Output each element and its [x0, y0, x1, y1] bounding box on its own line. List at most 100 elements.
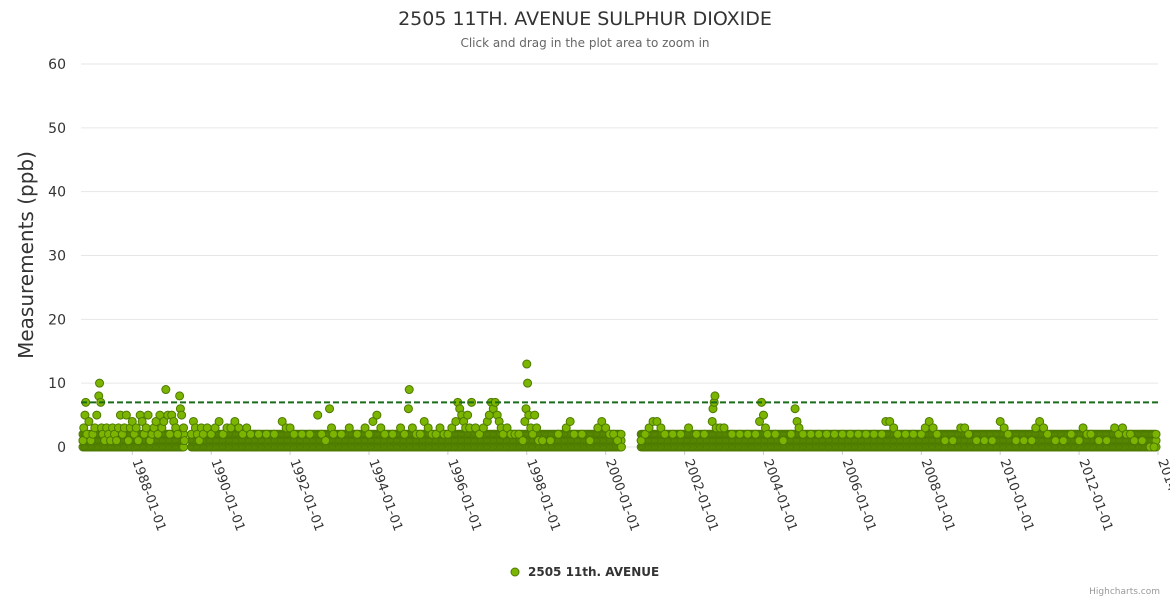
data-point[interactable] [502, 423, 512, 433]
data-point[interactable] [518, 436, 528, 446]
data-point[interactable] [173, 429, 183, 439]
data-point[interactable] [80, 410, 90, 420]
data-point[interactable] [699, 429, 709, 439]
data-point[interactable] [313, 410, 323, 420]
data-point[interactable] [853, 429, 863, 439]
data-point[interactable] [616, 442, 626, 452]
data-point[interactable] [1058, 436, 1068, 446]
data-point[interactable] [419, 416, 429, 426]
data-point[interactable] [806, 429, 816, 439]
data-point[interactable] [153, 429, 163, 439]
data-point[interactable] [1043, 429, 1053, 439]
data-point[interactable] [175, 391, 185, 401]
data-point[interactable] [404, 385, 414, 395]
data-point[interactable] [84, 416, 94, 426]
data-point[interactable] [277, 416, 287, 426]
data-point[interactable] [770, 429, 780, 439]
data-point[interactable] [565, 416, 575, 426]
data-point[interactable] [758, 410, 768, 420]
data-point[interactable] [321, 436, 331, 446]
data-point[interactable] [940, 436, 950, 446]
data-point[interactable] [656, 423, 666, 433]
data-point[interactable] [901, 429, 911, 439]
data-point[interactable] [684, 423, 694, 433]
data-point[interactable] [364, 429, 374, 439]
data-point[interactable] [869, 429, 879, 439]
legend-marker[interactable] [510, 567, 520, 577]
data-point[interactable] [360, 423, 370, 433]
data-point[interactable] [1117, 423, 1127, 433]
data-point[interactable] [177, 410, 187, 420]
data-point[interactable] [530, 410, 540, 420]
data-point[interactable] [336, 429, 346, 439]
data-point[interactable] [285, 423, 295, 433]
data-point[interactable] [889, 423, 899, 433]
data-point[interactable] [1019, 436, 1029, 446]
data-point[interactable] [522, 359, 532, 369]
scatter-series[interactable] [78, 359, 1161, 452]
data-point[interactable] [636, 436, 646, 446]
data-point[interactable] [478, 423, 488, 433]
data-point[interactable] [1102, 436, 1112, 446]
data-point[interactable] [644, 423, 654, 433]
data-point[interactable] [380, 429, 390, 439]
data-point[interactable] [407, 423, 417, 433]
data-point[interactable] [830, 429, 840, 439]
data-point[interactable] [514, 429, 524, 439]
data-point[interactable] [112, 436, 122, 446]
data-point[interactable] [218, 429, 228, 439]
data-point[interactable] [660, 429, 670, 439]
data-point[interactable] [1149, 442, 1159, 452]
data-point[interactable] [597, 416, 607, 426]
data-point[interactable] [317, 429, 327, 439]
data-point[interactable] [964, 429, 974, 439]
data-point[interactable] [528, 429, 538, 439]
credit-link[interactable]: Highcharts.com [1089, 587, 1160, 597]
data-point[interactable] [1039, 423, 1049, 433]
legend[interactable]: 2505 11th. AVENUE [510, 565, 659, 579]
data-point[interactable] [999, 423, 1009, 433]
data-point[interactable] [133, 436, 143, 446]
data-point[interactable] [1086, 429, 1096, 439]
data-point[interactable] [640, 429, 650, 439]
data-point[interactable] [325, 404, 335, 414]
data-point[interactable] [396, 423, 406, 433]
data-point[interactable] [822, 429, 832, 439]
data-point[interactable] [269, 429, 279, 439]
data-point[interactable] [206, 429, 216, 439]
data-point[interactable] [613, 436, 623, 446]
data-point[interactable] [1074, 436, 1084, 446]
data-point[interactable] [403, 404, 413, 414]
data-point[interactable] [451, 416, 461, 426]
data-point[interactable] [520, 416, 530, 426]
data-point[interactable] [1129, 436, 1139, 446]
data-point[interactable] [399, 429, 409, 439]
data-point[interactable] [328, 429, 338, 439]
data-point[interactable] [707, 416, 717, 426]
data-point[interactable] [751, 429, 761, 439]
data-point[interactable] [443, 429, 453, 439]
data-point[interactable] [877, 429, 887, 439]
data-point[interactable] [778, 436, 788, 446]
data-point[interactable] [423, 423, 433, 433]
data-point[interactable] [179, 423, 189, 433]
data-point[interactable] [1050, 436, 1060, 446]
data-point[interactable] [743, 429, 753, 439]
data-point[interactable] [121, 410, 131, 420]
data-point[interactable] [344, 423, 354, 433]
data-point[interactable] [609, 429, 619, 439]
data-point[interactable] [1151, 429, 1161, 439]
data-point[interactable] [415, 429, 425, 439]
data-point[interactable] [297, 429, 307, 439]
data-point[interactable] [652, 416, 662, 426]
data-point[interactable] [159, 416, 169, 426]
data-point[interactable] [727, 429, 737, 439]
data-point[interactable] [1035, 416, 1045, 426]
data-point[interactable] [532, 423, 542, 433]
data-point[interactable] [691, 429, 701, 439]
data-point[interactable] [352, 429, 362, 439]
data-point[interactable] [143, 410, 153, 420]
data-point[interactable] [214, 416, 224, 426]
data-point[interactable] [790, 404, 800, 414]
